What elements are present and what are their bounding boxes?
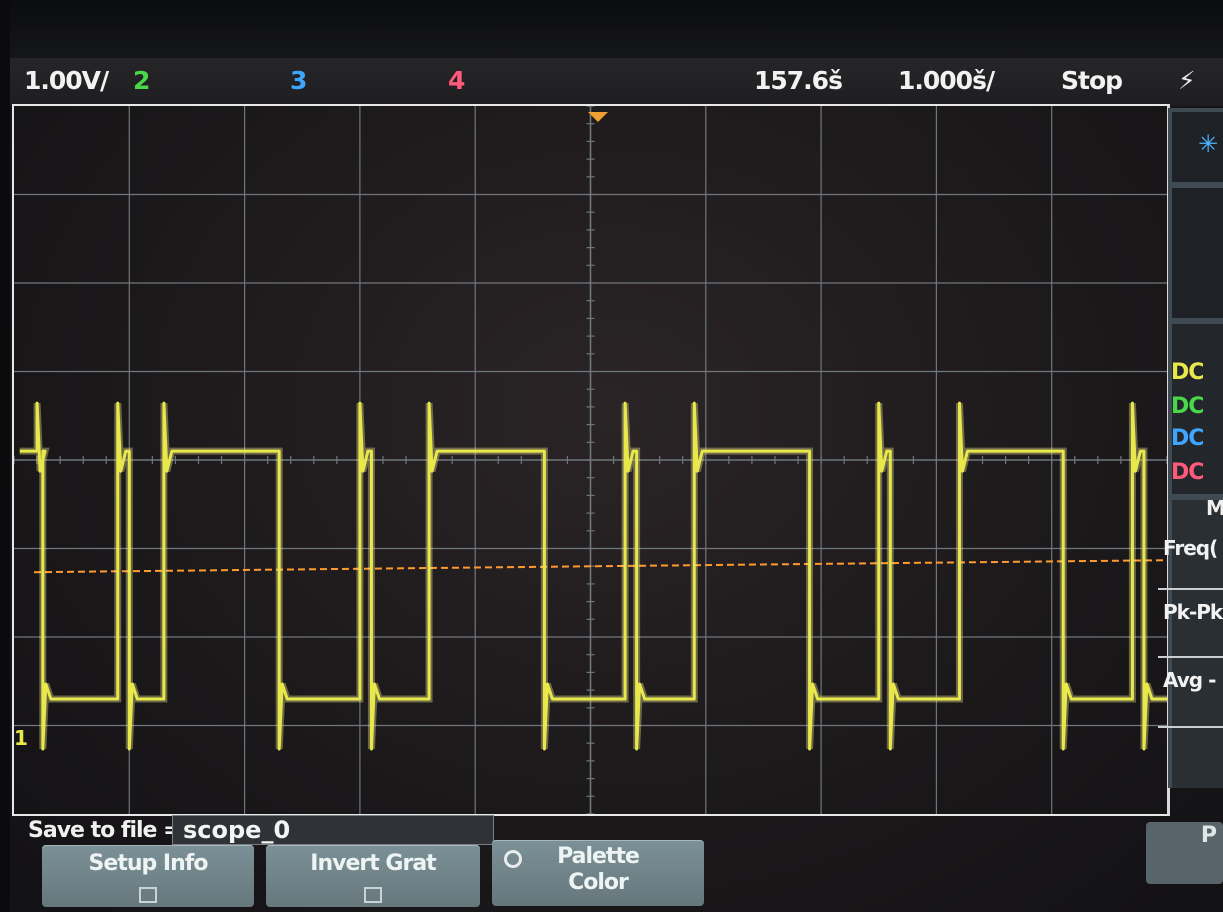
- measurement-avg[interactable]: Avg -: [1163, 668, 1216, 692]
- measure-header: M: [1206, 496, 1223, 520]
- measurement-freq[interactable]: Freq(: [1163, 536, 1218, 560]
- save-filename-field[interactable]: scope_0: [172, 815, 494, 845]
- ch1-scale[interactable]: 1.00V/: [24, 66, 109, 95]
- invert-grat-label: Invert Grat: [310, 851, 436, 876]
- panel-block-top: ✳: [1172, 112, 1223, 182]
- status-bar: [10, 58, 1223, 106]
- measure-divider: [1158, 726, 1223, 728]
- graticule-frame: [12, 104, 1170, 816]
- time-offset[interactable]: 157.6š: [754, 66, 843, 95]
- palette-color-softkey[interactable]: Palette Color: [492, 840, 704, 906]
- channel-1-waveform: [19, 401, 1223, 751]
- palette-color-label: Palette Color: [557, 844, 640, 895]
- sparkle-icon: ✳: [1198, 130, 1219, 158]
- measure-divider: [1158, 656, 1223, 658]
- time-scale[interactable]: 1.000š/: [898, 66, 995, 95]
- run-state[interactable]: Stop: [1061, 66, 1123, 95]
- ch1-coupling[interactable]: DC: [1171, 360, 1204, 385]
- ch2-coupling[interactable]: DC: [1171, 394, 1204, 419]
- ch2-indicator[interactable]: 2: [133, 66, 150, 95]
- measure-block: [1172, 500, 1223, 788]
- coupling-block: [1172, 324, 1223, 494]
- measurement-pk-pk[interactable]: Pk-Pk: [1163, 600, 1223, 624]
- trigger-level-line: [33, 559, 1168, 574]
- waveform-trace: [19, 401, 1223, 751]
- trigger-position-marker[interactable]: [588, 112, 608, 122]
- setup-info-label: Setup Info: [88, 851, 209, 876]
- measure-divider: [1158, 588, 1223, 590]
- ch3-indicator[interactable]: 3: [290, 66, 307, 95]
- ch4-coupling[interactable]: DC: [1171, 460, 1204, 485]
- bezel-left: [0, 0, 10, 912]
- ch3-coupling[interactable]: DC: [1171, 426, 1204, 451]
- ch1-ground-marker[interactable]: 1: [14, 726, 28, 750]
- panel-block-empty: [1172, 188, 1223, 318]
- setup-info-softkey[interactable]: Setup Info: [42, 845, 254, 907]
- bezel-top: [0, 0, 1223, 58]
- rotary-knob-icon: [504, 850, 522, 868]
- setup-info-checkbox[interactable]: [139, 887, 157, 903]
- graticule: [13, 105, 1168, 815]
- right-softkey[interactable]: P: [1146, 822, 1223, 884]
- ch4-indicator[interactable]: 4: [448, 66, 465, 95]
- trigger-icon[interactable]: ⚡: [1178, 66, 1196, 95]
- softkey-side-panel: ✳: [1168, 108, 1223, 788]
- invert-grat-checkbox[interactable]: [364, 887, 382, 903]
- save-to-file-label: Save to file =: [28, 818, 182, 843]
- invert-grat-softkey[interactable]: Invert Grat: [266, 845, 480, 907]
